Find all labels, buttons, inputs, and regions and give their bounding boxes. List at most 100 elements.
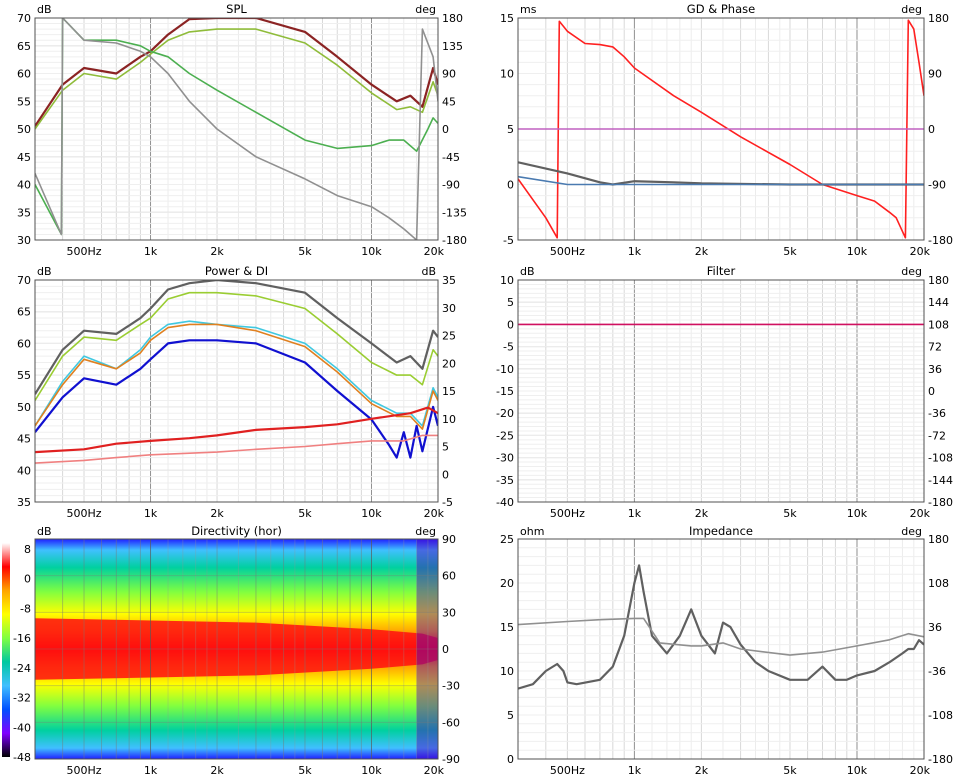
y2-tick-label: 90	[442, 68, 456, 81]
y2-tick-label: -90	[928, 179, 946, 192]
plot-frame	[34, 538, 439, 760]
x-tick-label: 500Hz	[550, 764, 585, 777]
plot-frame	[517, 17, 925, 241]
y2-tick-label: -60	[442, 716, 460, 729]
x-tick-label: 500Hz	[550, 507, 585, 520]
y-tick-label: 65	[17, 40, 31, 53]
series-line-3	[35, 18, 438, 240]
chart-title: Filter	[707, 264, 736, 278]
y2-unit-label: deg	[415, 525, 436, 538]
scale-tick-label: -24	[13, 662, 31, 675]
x-tick-label: 10k	[361, 507, 382, 520]
y2-tick-label: -90	[442, 179, 460, 192]
y2-tick-label: 20	[442, 357, 456, 370]
y-tick-label: 60	[17, 68, 31, 81]
x-tick-label: 20k	[910, 245, 931, 258]
y2-tick-label: 90	[442, 533, 456, 546]
y2-tick-label: -30	[442, 680, 460, 693]
plot-area	[35, 280, 438, 502]
x-tick-label: 2k	[695, 764, 709, 777]
series-line-1	[35, 291, 438, 401]
y-tick-label: -15	[496, 385, 514, 398]
y2-tick-label: 5	[442, 441, 449, 454]
x-tick-label: 5k	[298, 764, 312, 777]
directivity-hf-band	[416, 539, 438, 759]
y2-tick-label: 180	[928, 12, 949, 25]
y-tick-label: 10	[500, 68, 514, 81]
y2-tick-label: 15	[442, 385, 456, 398]
y-tick-label: 5	[507, 123, 514, 136]
y2-tick-label: 0	[442, 643, 449, 656]
y-tick-label: 0	[507, 318, 514, 331]
y-tick-label: 5	[507, 296, 514, 309]
y2-tick-label: 35	[442, 274, 456, 287]
x-tick-label: 5k	[298, 507, 312, 520]
series-line-0	[35, 280, 438, 395]
y2-tick-label: 108	[928, 318, 949, 331]
spl-chart: SPL dB deg 70 65 60 55 50 45 40 35 30 180 135 90 45 0 -45…	[17, 2, 467, 258]
scale-tick-label: -48	[13, 751, 31, 764]
x-tick-label: 2k	[210, 245, 224, 258]
series-line-3	[35, 323, 438, 430]
y2-tick-label: 0	[928, 385, 935, 398]
x-tick-label: 10k	[847, 764, 868, 777]
x-tick-label: 1k	[628, 764, 642, 777]
color-scale-bar	[2, 543, 10, 757]
y2-tick-label: -36	[928, 407, 946, 420]
y-tick-label: -30	[496, 452, 514, 465]
directivity-chart: 8 0 -8 -16 -24 -32 -40 -48 Directivity (hor) dB de…	[2, 524, 460, 777]
y-tick-label: 5	[507, 709, 514, 722]
series-line-6	[35, 434, 438, 464]
y-tick-label: -5	[503, 234, 514, 247]
y2-tick-label: -144	[928, 474, 953, 487]
y-tick-label: 25	[500, 533, 514, 546]
y-unit-label: ohm	[520, 525, 544, 538]
y-unit-label: dB	[37, 525, 52, 538]
scale-tick-label: -8	[20, 602, 31, 615]
y2-tick-label: 180	[928, 274, 949, 287]
x-tick-label: 5k	[783, 764, 797, 777]
y-tick-label: 50	[17, 123, 31, 136]
y2-tick-label: 36	[928, 363, 942, 376]
y-unit-label: dB	[37, 3, 52, 16]
y-tick-label: 65	[17, 306, 31, 319]
y-unit-label: ms	[520, 3, 537, 16]
y2-tick-label: 180	[928, 533, 949, 546]
y-tick-label: -35	[496, 474, 514, 487]
scale-tick-label: -32	[13, 692, 31, 705]
y2-tick-label: 30	[442, 302, 456, 315]
x-tick-label: 2k	[695, 245, 709, 258]
y2-unit-label: dB	[421, 265, 436, 278]
y-tick-label: 15	[500, 12, 514, 25]
grid	[34, 17, 439, 241]
x-tick-label: 20k	[424, 507, 445, 520]
x-tick-label: 1k	[144, 764, 158, 777]
chart-title: Impedance	[689, 524, 753, 538]
series-line-1	[518, 617, 924, 656]
y-tick-label: 10	[500, 274, 514, 287]
chart-title: Directivity (hor)	[191, 524, 282, 538]
plot-frame	[34, 279, 439, 503]
grid	[517, 279, 925, 503]
y-tick-label: -5	[503, 341, 514, 354]
gd_phase-chart: GD & Phase ms deg 15 10 5 0 -5 180 90 0 -90 -180 500H…	[500, 2, 953, 258]
y2-tick-label: -135	[442, 206, 467, 219]
chart-title: SPL	[226, 2, 247, 16]
x-tick-label: 1k	[144, 507, 158, 520]
y2-tick-label: 36	[928, 621, 942, 634]
y2-tick-label: 90	[928, 68, 942, 81]
x-tick-label: 1k	[628, 507, 642, 520]
y2-unit-label: deg	[415, 3, 436, 16]
scale-tick-label: 0	[24, 573, 31, 586]
y-tick-label: 70	[17, 274, 31, 287]
y2-tick-label: -108	[928, 452, 953, 465]
y-tick-label: 40	[17, 464, 31, 477]
y2-tick-label: -180	[442, 234, 467, 247]
y2-tick-label: 10	[442, 413, 456, 426]
x-tick-label: 20k	[910, 764, 931, 777]
plot-frame	[517, 279, 925, 503]
y-tick-label: 30	[17, 234, 31, 247]
y2-tick-label: -5	[442, 496, 453, 509]
x-tick-label: 20k	[424, 245, 445, 258]
